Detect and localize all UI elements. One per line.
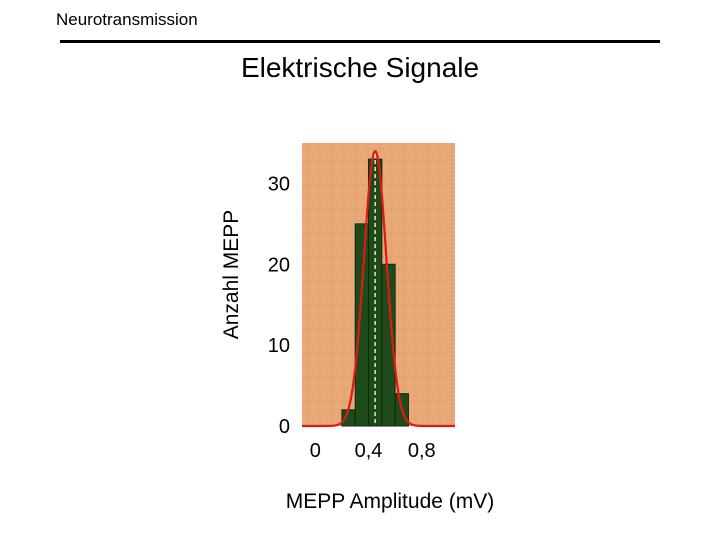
x-tick-label: 0,8 [408,440,436,462]
slide-title: Elektrische Signale [240,52,480,83]
y-tick-label: 20 [268,254,290,276]
y-tick-label: 30 [268,173,290,195]
section-label: Neurotransmission [56,10,198,29]
y-tick-label: 0 [279,416,290,438]
x-tick-label: 0,4 [355,440,383,462]
y-tick-label: 10 [268,335,290,357]
gaussian-fit-curve [302,150,455,428]
header-divider [60,40,660,43]
x-axis-label: MEPP Amplitude (mV) [286,490,495,513]
y-tick-labels: 0 10 20 30 [268,173,290,438]
histogram-bar [381,263,396,427]
y-axis-label: Anzahl MEPP [220,210,243,340]
x-tick-labels: 0 0,4 0,8 [310,440,436,462]
x-tick-label: 0 [310,440,321,462]
histogram-bar [354,223,370,427]
bars [341,158,409,427]
